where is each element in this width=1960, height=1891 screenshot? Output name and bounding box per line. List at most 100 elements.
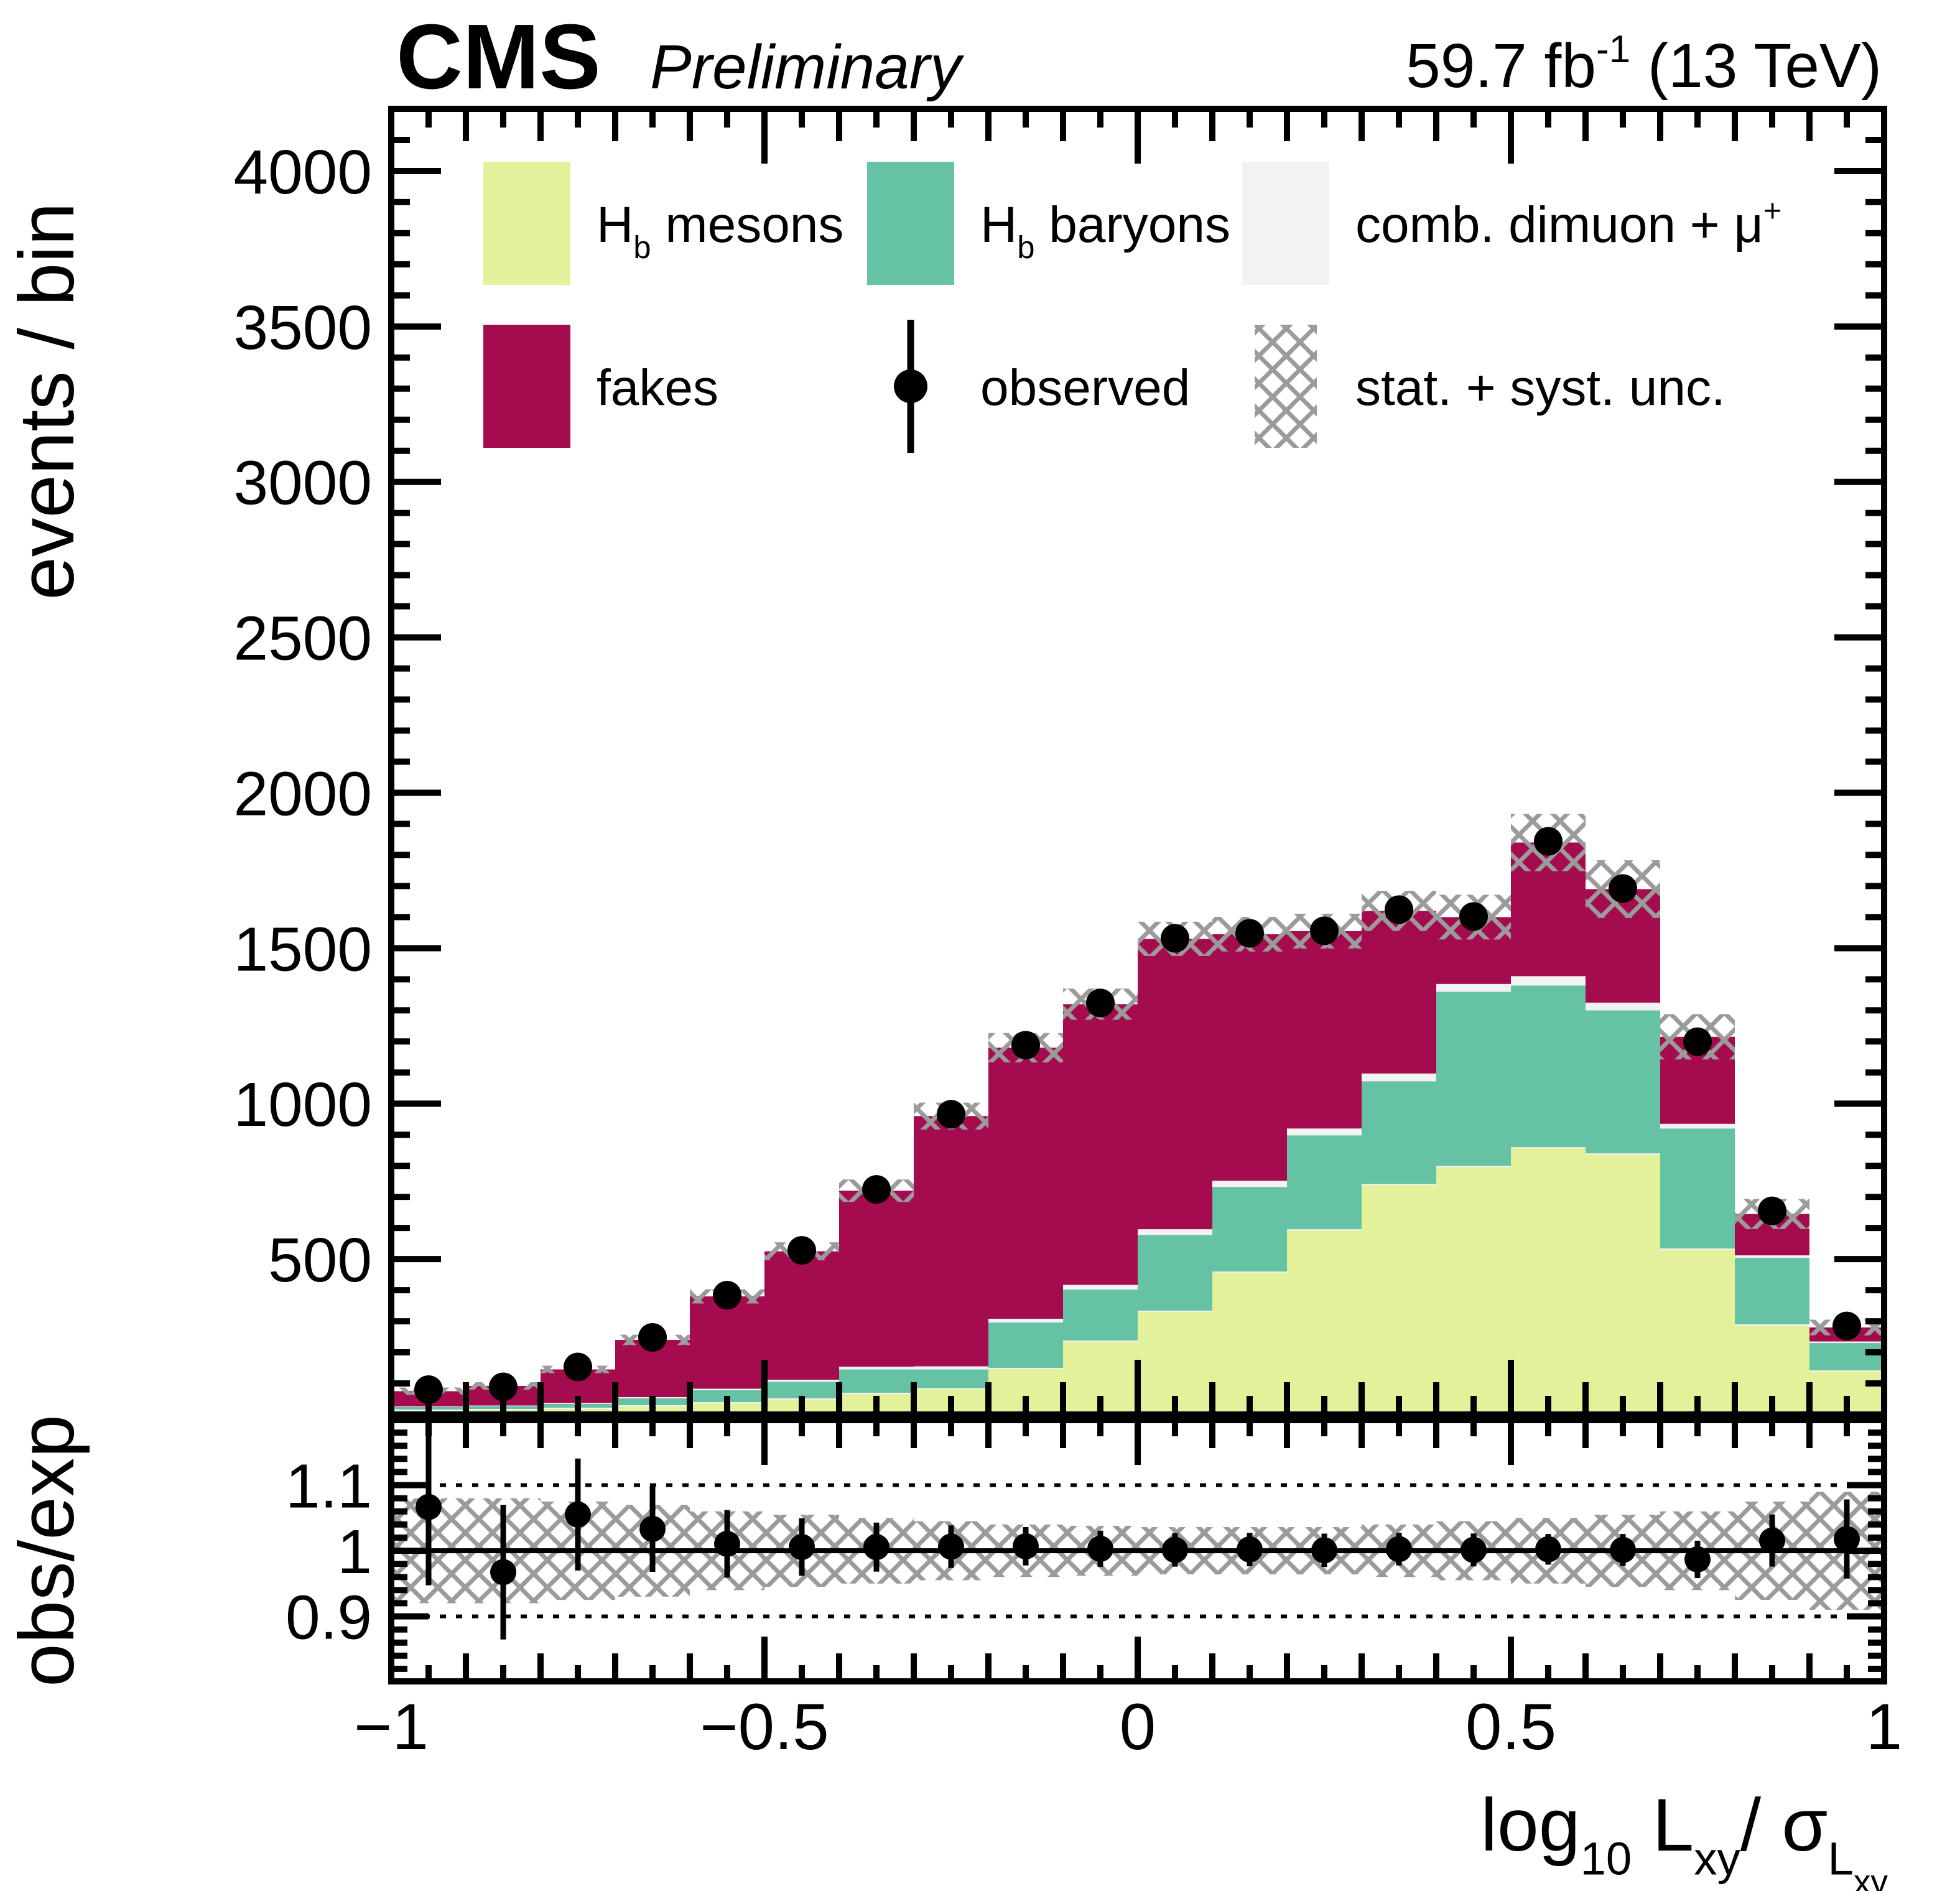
ratio-point xyxy=(1535,1536,1561,1563)
main-frame xyxy=(388,106,1887,1418)
stack-segment-hb-baryons xyxy=(914,1369,988,1388)
x-tick-label-part: 1 xyxy=(1866,1691,1902,1763)
observed-point xyxy=(414,1375,443,1405)
ratio-point xyxy=(1461,1536,1487,1563)
stack-segment-comb-dimuon xyxy=(764,1380,839,1382)
stack-segment-comb-dimuon xyxy=(1660,1123,1735,1129)
ratio-point xyxy=(1087,1535,1113,1562)
legend-swatch-comb-dimuon xyxy=(1242,162,1329,285)
stack-segment-comb-dimuon xyxy=(690,1388,764,1391)
observed-point xyxy=(1609,874,1637,903)
stack-segment-fakes xyxy=(1138,939,1212,1230)
x-axis-title-part: log xyxy=(1480,1783,1580,1867)
stack-bar xyxy=(1063,988,1138,1415)
ratio-point xyxy=(863,1534,889,1561)
ratio-tick-label: 1 xyxy=(337,1517,372,1587)
observed-point xyxy=(1011,1031,1040,1060)
stack-segment-hb-baryons xyxy=(764,1382,839,1399)
ratio-point xyxy=(1834,1526,1860,1553)
observed-point xyxy=(1534,827,1563,856)
ratio-point xyxy=(1610,1536,1636,1563)
stack-segment-comb-dimuon xyxy=(1809,1341,1884,1344)
stack-segment-hb-baryons xyxy=(1511,985,1586,1148)
observed-point xyxy=(1235,919,1264,948)
y-tick-label-part: 3500 xyxy=(234,293,372,363)
ratio-point xyxy=(789,1533,815,1560)
x-tick-label-part: −1 xyxy=(354,1691,429,1763)
legend-swatch-hb-mesons xyxy=(483,162,570,285)
stack-segment-hb-baryons xyxy=(1586,1010,1660,1154)
legend-observed-marker xyxy=(894,369,927,403)
observed-point xyxy=(489,1372,518,1401)
legend-label-fakes: fakes xyxy=(597,360,718,416)
observed-point xyxy=(787,1236,816,1265)
cms-label-part: CMS xyxy=(396,6,601,108)
stack-segment-fakes xyxy=(839,1191,914,1367)
stack-segment-hb-baryons xyxy=(1362,1081,1436,1184)
legend-label-hb-baryons: Hb baryons xyxy=(980,197,1230,265)
legend-label-stat-syst-unc-part: stat. + syst. unc. xyxy=(1355,360,1725,416)
observed-point xyxy=(1385,895,1413,924)
ratio-panel xyxy=(391,1428,1884,1640)
legend xyxy=(483,162,1329,453)
stack-segment-fakes xyxy=(1212,934,1287,1181)
x-tick-label-part: 0 xyxy=(1120,1691,1156,1763)
stack-segment-fakes xyxy=(764,1251,839,1380)
luminosity-label-part: 59.7 fb xyxy=(1406,31,1596,101)
stack-separator xyxy=(914,1387,988,1390)
legend-item-observed xyxy=(894,320,927,453)
stack-segment-comb-dimuon xyxy=(1362,1073,1436,1082)
stack-segment-comb-dimuon xyxy=(839,1367,914,1370)
x-axis-title: log10 Lxy/ σLxy xyxy=(1480,1783,1888,1891)
ratio-point xyxy=(1759,1527,1785,1554)
y-tick-label-part: 500 xyxy=(268,1225,372,1295)
preliminary-label: Preliminary xyxy=(650,32,965,102)
stack-segment-comb-dimuon xyxy=(1586,1002,1660,1011)
legend-label-hb-mesons-part: H xyxy=(597,197,633,253)
ratio-point xyxy=(1162,1536,1188,1563)
legend-label-hb-baryons-part: b xyxy=(1017,230,1034,265)
luminosity-label-part: (13 TeV) xyxy=(1630,31,1882,101)
y-tick-label: 1000 xyxy=(234,1070,372,1140)
observed-point xyxy=(1459,902,1488,931)
ratio-tick-label: 0.9 xyxy=(286,1583,372,1653)
legend-label-hb-baryons-part: baryons xyxy=(1035,197,1231,253)
stack-bar xyxy=(1660,1014,1735,1415)
stack-segment-hb-baryons xyxy=(1287,1135,1362,1230)
observed-point xyxy=(638,1323,667,1352)
y-axis-title-part: events / bin xyxy=(4,202,90,600)
stack-segment-hb-mesons xyxy=(1287,1229,1362,1415)
legend-swatch-hb-baryons xyxy=(867,162,954,285)
observed-point xyxy=(564,1352,592,1382)
y-tick-label-part: 2500 xyxy=(234,604,372,674)
x-axis-title-part: xy xyxy=(1854,1863,1888,1891)
observed-series xyxy=(414,827,1861,1405)
ratio-axis-title-part: obs/exp xyxy=(4,1415,90,1687)
stack-segment-hb-baryons xyxy=(1212,1187,1287,1272)
ratio-point xyxy=(1386,1536,1412,1563)
stack-segment-hb-baryons xyxy=(1138,1235,1212,1311)
ratio-point xyxy=(938,1533,964,1560)
x-axis-title-part: 10 xyxy=(1580,1833,1632,1884)
stack-segment-hb-mesons xyxy=(1660,1248,1735,1415)
y-axis-title: events / bin xyxy=(4,202,90,600)
stack-bar xyxy=(988,1033,1063,1415)
legend-label-comb-dimuon-part: + xyxy=(1763,193,1782,228)
ratio-point xyxy=(565,1501,591,1528)
y-tick-label: 3500 xyxy=(234,293,372,363)
y-tick-label-part: 2000 xyxy=(234,759,372,829)
stack-segment-comb-dimuon xyxy=(1212,1181,1287,1187)
ratio-point xyxy=(1311,1537,1337,1564)
legend-label-observed-part: observed xyxy=(980,360,1190,416)
preliminary-label-part: Preliminary xyxy=(650,32,965,102)
stack-segment-comb-dimuon xyxy=(1287,1128,1362,1136)
x-axis-title-part: L xyxy=(1632,1783,1694,1867)
ratio-point xyxy=(1013,1533,1039,1559)
legend-label-hb-mesons: Hb mesons xyxy=(597,197,843,265)
observed-point xyxy=(862,1175,891,1204)
ratio-point xyxy=(490,1559,516,1586)
stack-segment-hb-baryons xyxy=(988,1322,1063,1368)
observed-point xyxy=(1161,924,1189,953)
legend-label-comb-dimuon-part: comb. dimuon + μ xyxy=(1355,197,1763,253)
